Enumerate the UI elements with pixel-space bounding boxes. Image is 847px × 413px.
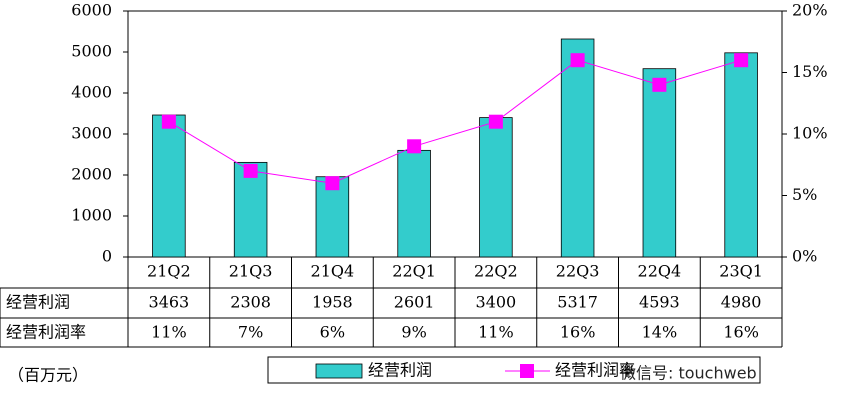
x-tick-label: 22Q4 (638, 262, 682, 281)
line-marker (407, 139, 422, 154)
y2-tick-label: 15% (792, 62, 828, 81)
watermark: 微信号: touchweb (620, 364, 757, 383)
y-tick-label: 2000 (71, 165, 112, 184)
y-tick-label: 1000 (71, 206, 112, 225)
legend-label: 经营利润率 (555, 361, 635, 380)
table-value: 16% (723, 323, 759, 342)
bar (560, 38, 595, 258)
table-value: 3400 (476, 293, 517, 312)
legend-marker (520, 364, 534, 378)
legend-swatch (315, 363, 363, 379)
line-marker (570, 53, 585, 68)
bar (397, 149, 431, 258)
bar (479, 117, 513, 258)
x-tick-label: 22Q3 (556, 262, 600, 281)
table-value: 9% (401, 323, 426, 342)
y2-tick-label: 20% (792, 1, 828, 20)
line-marker (161, 114, 176, 129)
line-marker (325, 176, 340, 191)
table-value: 11% (478, 323, 514, 342)
x-tick-label: 22Q2 (474, 262, 518, 281)
x-tick-label: 23Q1 (719, 262, 763, 281)
x-tick-label: 22Q1 (392, 262, 436, 281)
table-value: 3463 (149, 293, 190, 312)
line-marker (488, 114, 503, 129)
unit-label: （百万元） (8, 366, 88, 385)
line-marker (734, 53, 749, 68)
y2-tick-label: 5% (792, 185, 817, 204)
table-value: 6% (320, 323, 345, 342)
x-tick-label: 21Q3 (229, 262, 273, 281)
bar (152, 114, 186, 258)
legend-label: 经营利润 (368, 361, 432, 380)
line-marker (243, 163, 258, 178)
table-value: 4593 (639, 293, 680, 312)
x-tick-label: 21Q4 (311, 262, 355, 281)
y-tick-label: 3000 (71, 124, 112, 143)
y-tick-label: 4000 (71, 83, 112, 102)
bar (642, 68, 677, 258)
bar (233, 161, 268, 258)
table-value: 2308 (230, 293, 271, 312)
y-tick-label: 5000 (71, 42, 112, 61)
line (168, 59, 742, 184)
y2-tick-label: 10% (792, 124, 828, 143)
table-value: 11% (151, 323, 187, 342)
table-value: 7% (238, 323, 263, 342)
y-tick-label: 6000 (71, 1, 112, 20)
table-value: 4980 (721, 293, 762, 312)
table-value: 5317 (557, 293, 598, 312)
row-header: 经营利润率 (6, 323, 86, 342)
x-tick-label: 21Q2 (147, 262, 191, 281)
y-tick-label: 0 (102, 247, 112, 266)
bar (724, 52, 758, 258)
line-marker (652, 77, 667, 92)
row-header: 经营利润 (6, 293, 70, 312)
table-value: 2601 (394, 293, 435, 312)
table-value: 16% (560, 323, 596, 342)
table-value: 14% (642, 323, 678, 342)
y2-tick-label: 0% (792, 247, 817, 266)
table-value: 1958 (312, 293, 353, 312)
